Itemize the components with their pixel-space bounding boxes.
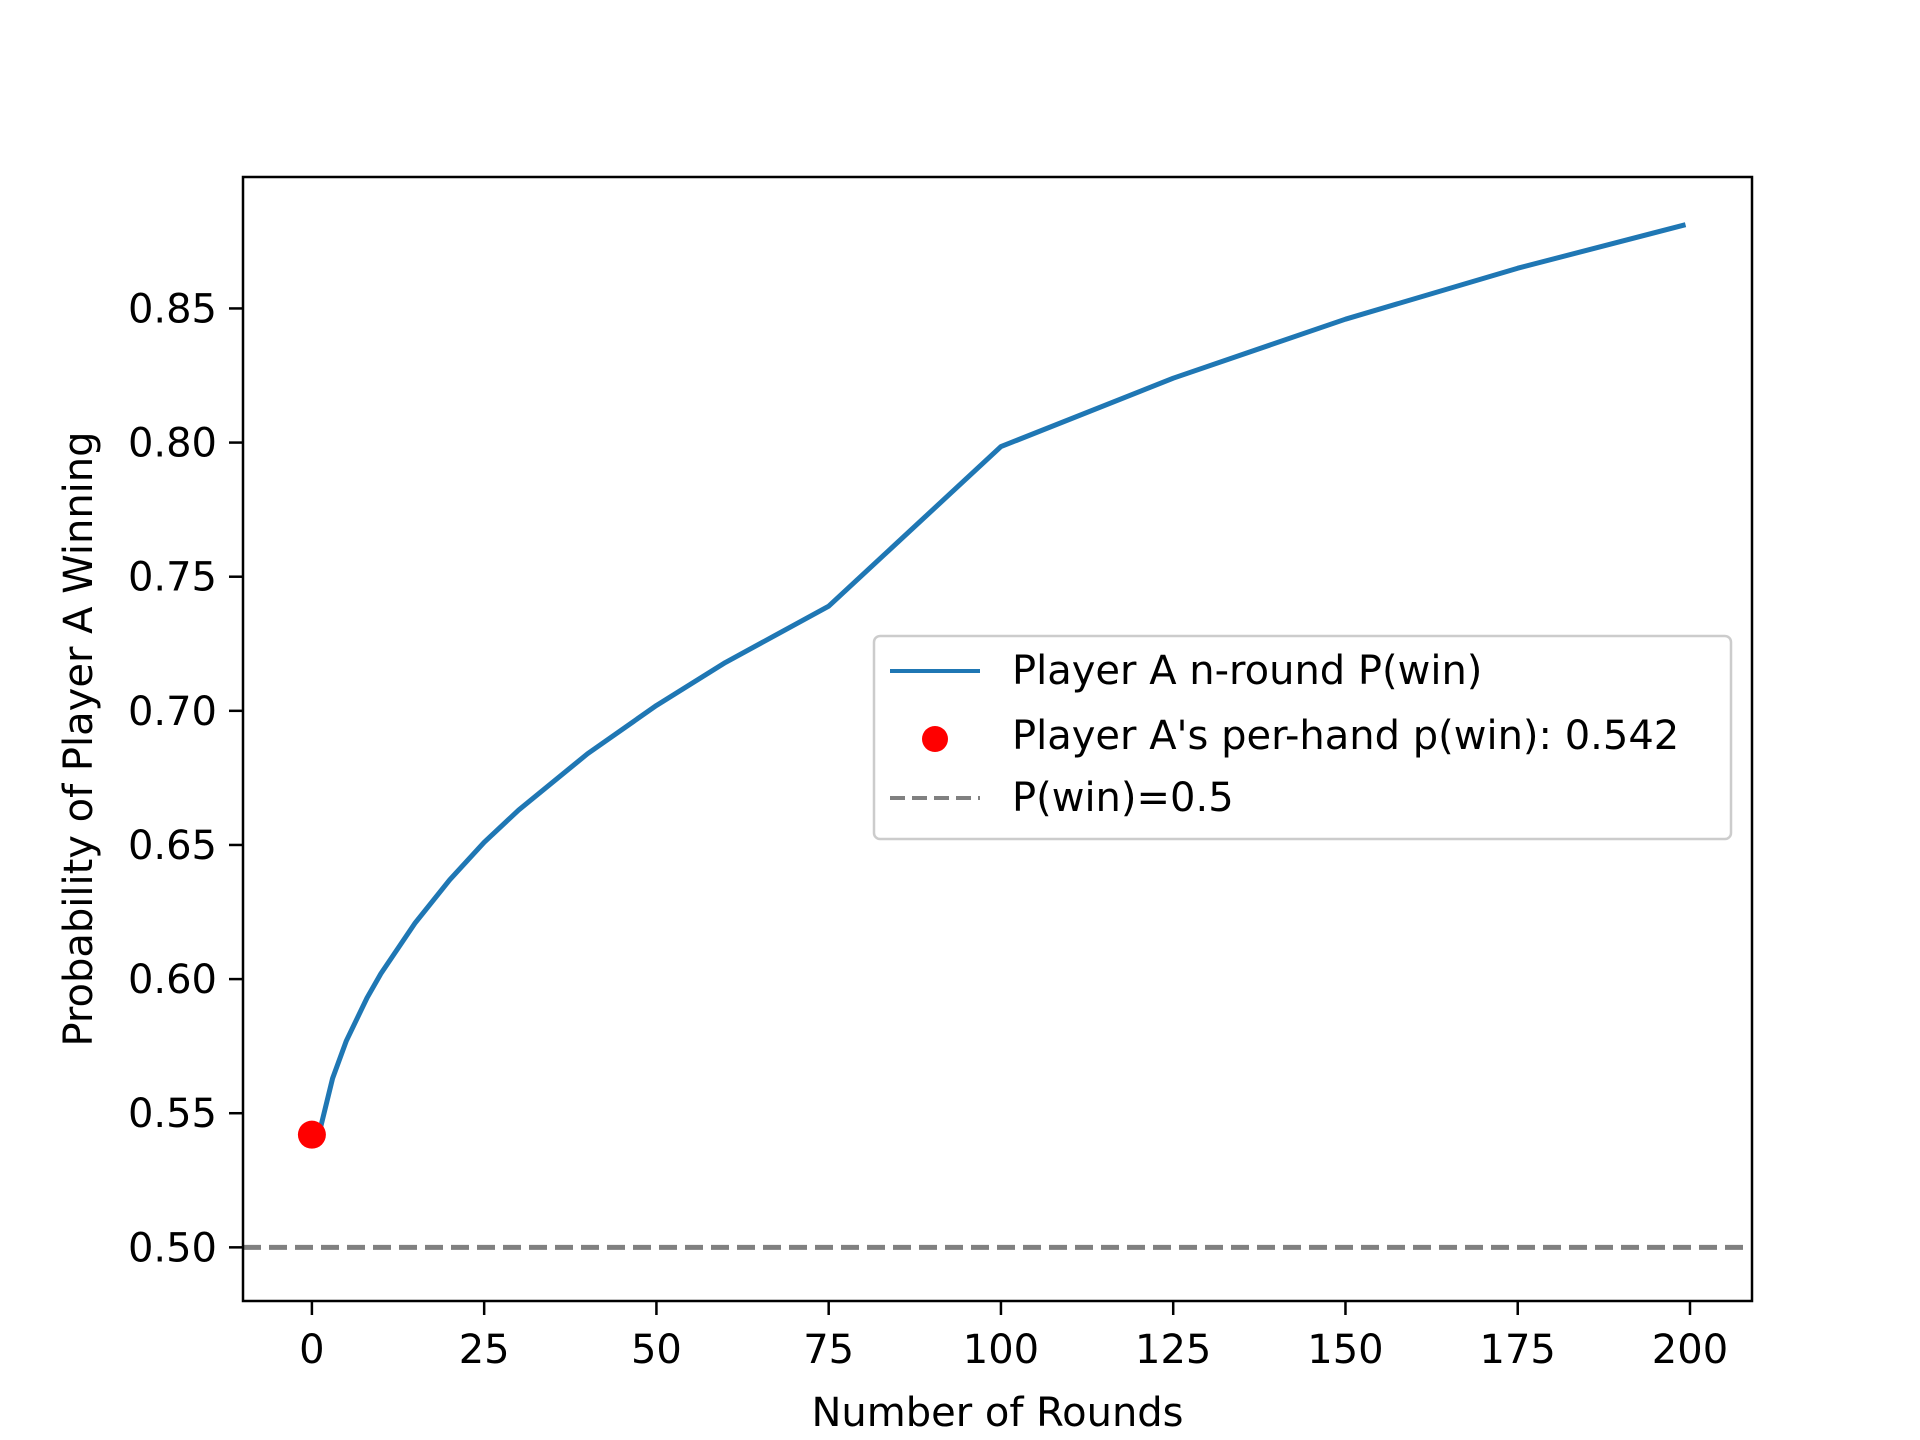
y-tick-label: 0.80 <box>128 421 217 467</box>
x-tick-label: 200 <box>1652 1327 1728 1373</box>
legend-label-reference-line: P(win)=0.5 <box>1012 775 1234 821</box>
scatter-point-per-hand-pwin <box>297 1120 326 1149</box>
legend-label-scatter-series: Player A's per-hand p(win): 0.542 <box>1012 713 1679 759</box>
x-tick-label: 50 <box>631 1327 682 1373</box>
y-axis-title: Probability of Player A Winning <box>56 431 102 1046</box>
x-axis-title: Number of Rounds <box>811 1390 1183 1436</box>
x-tick-label: 125 <box>1135 1327 1211 1373</box>
y-axis-ticks: 0.50 0.55 0.60 0.65 0.70 0.75 0.80 0.85 <box>128 286 243 1271</box>
axes-frame <box>241 175 1754 1303</box>
x-tick-label: 100 <box>963 1327 1039 1373</box>
legend-dot-swatch <box>922 726 948 752</box>
x-tick-label: 0 <box>299 1327 324 1373</box>
legend: Player A n-round P(win) Player A's per-h… <box>872 634 1733 841</box>
x-tick-label: 75 <box>803 1327 854 1373</box>
x-tick-label: 175 <box>1480 1327 1556 1373</box>
y-tick-label: 0.50 <box>128 1225 217 1271</box>
x-tick-label: 150 <box>1307 1327 1383 1373</box>
y-tick-label: 0.60 <box>128 957 217 1003</box>
legend-box <box>872 634 1733 841</box>
y-tick-label: 0.85 <box>128 286 217 332</box>
legend-label-line-series: Player A n-round P(win) <box>1012 648 1482 694</box>
x-tick-label: 25 <box>459 1327 510 1373</box>
y-tick-label: 0.75 <box>128 555 217 601</box>
series-line-n-round-pwin <box>315 222 1687 1138</box>
scatter-layer <box>297 1120 326 1149</box>
y-tick-label: 0.65 <box>128 823 217 869</box>
y-tick-label: 0.55 <box>128 1091 217 1137</box>
series-line-layer <box>315 222 1687 1138</box>
plot-area <box>243 222 1752 1250</box>
y-tick-label: 0.70 <box>128 689 217 735</box>
x-axis-ticks: 0 25 50 75 100 125 150 175 200 <box>299 1301 1728 1373</box>
